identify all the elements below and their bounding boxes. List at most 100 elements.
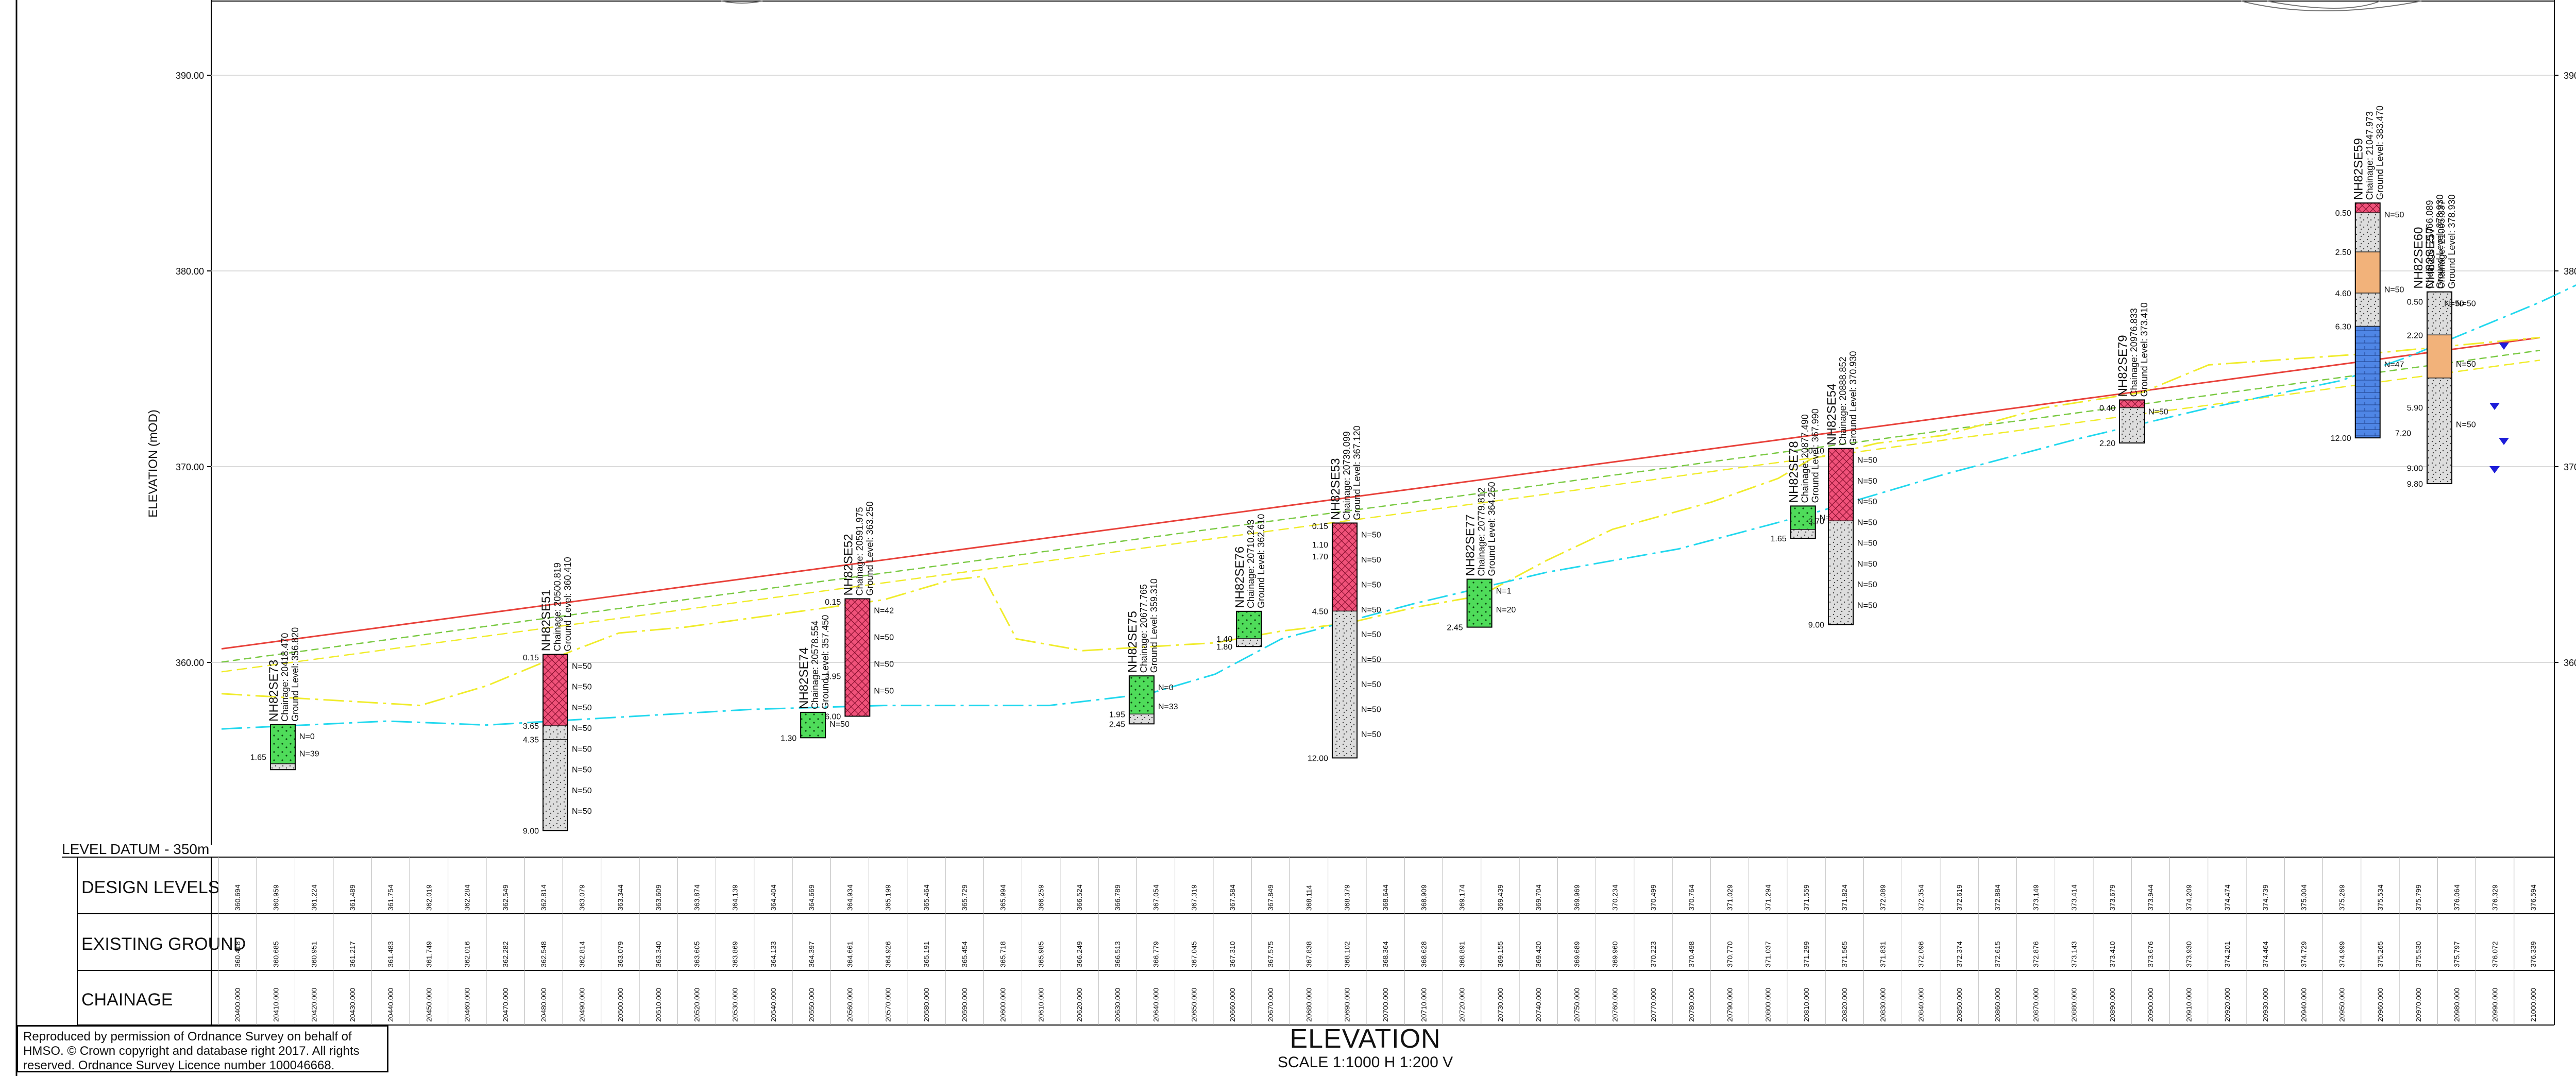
existing-level-value: 362.814 — [578, 941, 586, 967]
existing-level-value: 360.951 — [310, 941, 318, 967]
chainage-value: 20550.000 — [807, 988, 816, 1022]
existing-level-value: 366.779 — [1151, 941, 1160, 967]
existing-level-value: 374.999 — [2338, 941, 2346, 967]
chainage-value: 20990.000 — [2491, 988, 2499, 1022]
borehole-name: NH82SE52 — [841, 534, 855, 595]
spt-label: N=39 — [299, 750, 319, 759]
chainage-value: 20490.000 — [578, 988, 586, 1022]
borehole-info: Chainage: 20877.490 — [1800, 414, 1810, 503]
stratum-sand — [1790, 505, 1816, 530]
borehole-outline — [1331, 522, 1358, 759]
chainage-value: 20950.000 — [2338, 988, 2346, 1022]
depth-label: 2.20 — [2407, 331, 2423, 340]
borehole-name: NH82SE57 — [2424, 227, 2437, 289]
design-level-value: 365.464 — [922, 884, 930, 911]
stratum-gravel — [2354, 212, 2381, 252]
existing-level-value: 367.838 — [1304, 941, 1313, 967]
spt-label: N=50 — [572, 724, 592, 733]
chainage-value: 20790.000 — [1725, 988, 1734, 1022]
chainage-value: 20800.000 — [1764, 988, 1772, 1022]
water-strike-icon — [2499, 438, 2509, 445]
spt-label: N=1 — [1496, 587, 1512, 596]
spt-label: N=0 — [1158, 684, 1174, 692]
y-tick-label-left: 380.00 — [176, 266, 204, 277]
spt-label: N=50 — [1857, 498, 1877, 506]
chainage-value: 20650.000 — [1190, 988, 1198, 1022]
design-level-value: 371.824 — [1840, 884, 1849, 911]
spt-label: N=50 — [2384, 285, 2404, 294]
existing-level-value: 374.729 — [2299, 941, 2308, 967]
chainage-value: 20750.000 — [1572, 988, 1581, 1022]
spt-label: N=50 — [572, 683, 592, 692]
spt-label: N=50 — [1361, 730, 1381, 739]
existing-level-value: 369.420 — [1534, 941, 1543, 967]
design-level-value: 360.694 — [233, 884, 242, 911]
design-level-value: 367.584 — [1228, 884, 1236, 911]
borehole-info: Chainage: 20888.852 — [1838, 357, 1848, 446]
spt-label: N=47 — [2384, 361, 2404, 369]
design-level-value: 375.534 — [2376, 884, 2384, 911]
existing-ground-offset-line — [221, 360, 2540, 673]
spt-label: N=33 — [1158, 703, 1178, 711]
existing-level-value: 363.079 — [616, 941, 624, 967]
chainage-value: 20690.000 — [1343, 988, 1351, 1022]
existing-level-value: 376.339 — [2529, 941, 2537, 967]
borehole-name: NH82SE59 — [2352, 138, 2366, 200]
spt-label: N=50 — [1857, 601, 1877, 610]
borehole-info: Ground Level: 383.470 — [2375, 106, 2385, 200]
depth-label: 3.70 — [1808, 517, 1824, 526]
existing-level-value: 372.876 — [2031, 941, 2040, 967]
design-level-value: 368.909 — [1419, 884, 1428, 911]
spt-label: N=50 — [1361, 580, 1381, 589]
existing-level-value: 364.926 — [884, 941, 892, 967]
existing-level-value: 364.661 — [845, 941, 854, 967]
borehole-info: Ground Level: 367.990 — [1810, 408, 1821, 503]
stratum-made — [1828, 448, 1854, 522]
design-level-line — [221, 336, 2540, 650]
design-level-value: 372.619 — [1955, 884, 1963, 911]
stratum-made — [844, 598, 871, 717]
existing-level-value: 370.770 — [1725, 941, 1734, 967]
design-level-value: 370.764 — [1687, 884, 1696, 911]
chainage-value: 20530.000 — [731, 988, 739, 1022]
stratum-gravel — [2427, 291, 2452, 336]
chainage-value: 20400.000 — [233, 988, 242, 1022]
design-level-value: 363.874 — [692, 884, 701, 911]
copyright-credit: Reproduced by permission of Ordnance Sur… — [16, 1025, 388, 1072]
existing-level-value: 361.749 — [425, 941, 433, 967]
design-level-value: 372.354 — [1917, 884, 1925, 911]
borehole-info: Ground Level: 362.610 — [1256, 514, 1266, 608]
stratum-gravel — [270, 763, 296, 770]
chainage-value: 20580.000 — [922, 988, 930, 1022]
depth-label: 6.30 — [2335, 323, 2351, 332]
stratum-gravel — [1790, 529, 1816, 539]
y-tick-label-left: 390.00 — [176, 71, 204, 81]
design-level-value: 361.224 — [310, 884, 318, 911]
design-level-value: 373.679 — [2108, 884, 2116, 911]
borehole-info: Chainage: 20578.554 — [810, 621, 820, 709]
borehole-info: Ground Level: 363.250 — [865, 501, 875, 595]
chainage-value: 20700.000 — [1381, 988, 1389, 1022]
existing-level-value: 368.364 — [1381, 941, 1389, 967]
borehole-name: NH82SE76 — [1233, 546, 1247, 608]
borehole-info: Ground Level: 378.930 — [2447, 195, 2457, 289]
chainage-value: 20830.000 — [1878, 988, 1887, 1022]
chainage-value: 21000.000 — [2529, 988, 2537, 1022]
existing-level-value: 364.133 — [769, 941, 777, 967]
existing-level-value: 375.797 — [2452, 941, 2461, 967]
drawing-title: ELEVATION — [1290, 1024, 1441, 1054]
borehole-outline — [543, 654, 568, 831]
existing-level-value: 361.483 — [386, 941, 395, 967]
borehole-info: Chainage: 21066.089 — [2425, 200, 2435, 289]
existing-level-value: 373.410 — [2108, 941, 2116, 967]
design-level-value: 369.174 — [1458, 884, 1466, 911]
design-level-value: 371.559 — [1802, 884, 1810, 911]
existing-level-value: 365.718 — [998, 941, 1007, 967]
depth-label: 6.00 — [825, 713, 841, 722]
borehole-info: Chainage: 20710.243 — [1246, 520, 1256, 608]
existing-level-value: 369.960 — [1611, 941, 1619, 967]
